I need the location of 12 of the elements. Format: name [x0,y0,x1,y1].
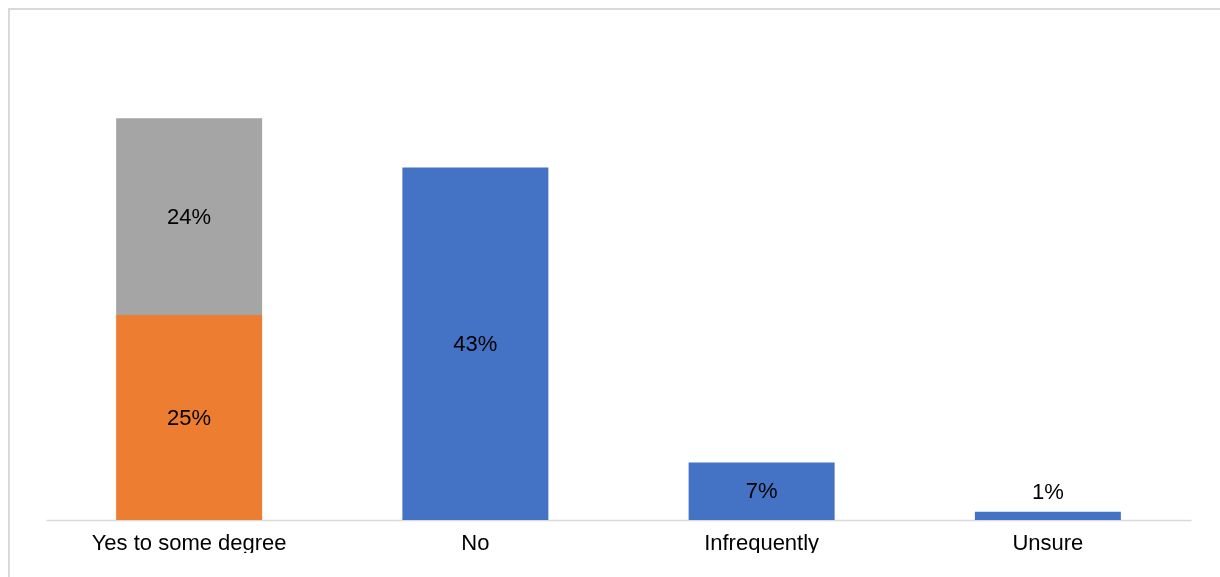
bar [116,315,263,520]
bar [974,511,1121,520]
data-label: 43% [453,330,498,356]
x-tick-label: No [461,529,490,555]
bar [402,167,549,520]
data-label: 25% [167,404,212,430]
data-label: 7% [745,478,778,504]
data-label: 1% [1031,478,1064,504]
data-label: 24% [167,203,212,229]
bar [688,462,835,520]
bar [116,118,263,315]
x-tick-label: Unsure [1012,529,1084,555]
